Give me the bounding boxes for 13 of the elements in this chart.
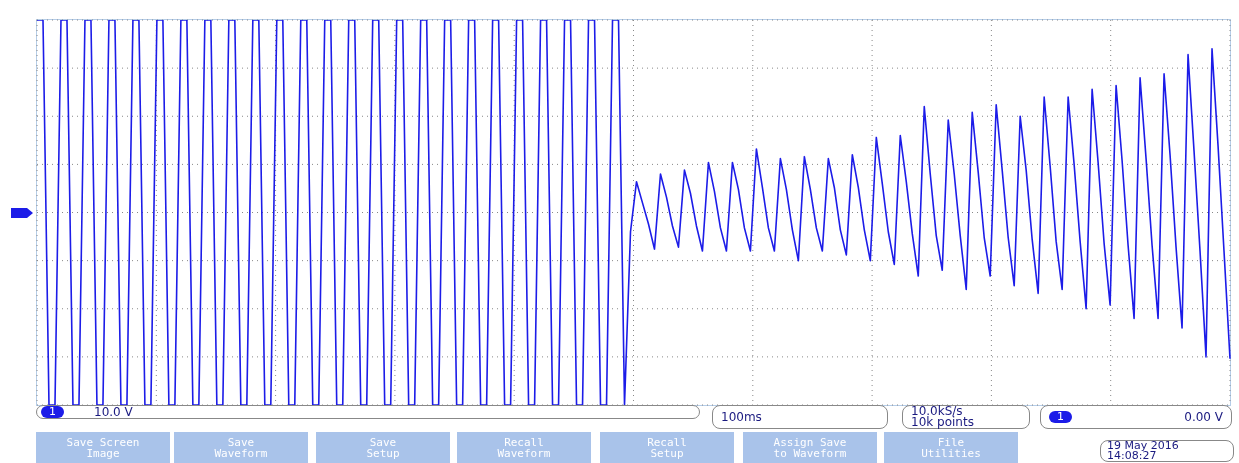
text: File Utilities — [884, 435, 1018, 460]
annotation: 1 — [41, 405, 64, 418]
text: Save Screen Image — [36, 435, 170, 460]
text: Save Setup — [316, 435, 450, 460]
text: 19 May 2016 — [1107, 439, 1179, 452]
text: 0.00 V — [1184, 410, 1223, 424]
text: 100ms — [712, 405, 888, 429]
text: Save Waveform — [174, 435, 308, 460]
text: Recall Setup — [600, 435, 734, 460]
text: Assign Save to Waveform — [743, 435, 877, 460]
text: Recall Waveform — [457, 435, 591, 460]
annotation: 10.0 V — [94, 405, 133, 419]
text: 1 — [1049, 410, 1072, 423]
